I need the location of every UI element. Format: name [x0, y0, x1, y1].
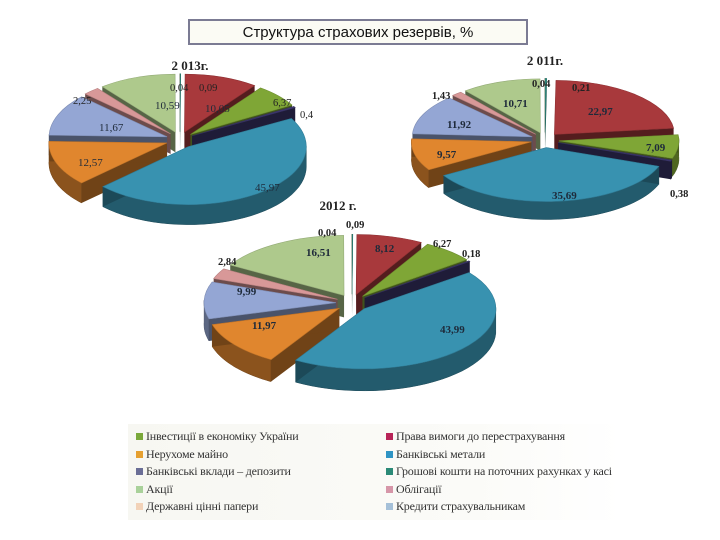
data-label: 0,21 [572, 83, 590, 94]
data-label: 10,71 [503, 98, 528, 110]
data-label: 0,04 [318, 228, 337, 239]
legend-swatch-icon [136, 485, 143, 493]
data-label: 43,99 [440, 324, 465, 336]
legend-item: Грошові кошти на поточних рахунках у кас… [386, 463, 612, 481]
pie-title: 2012 г. [320, 198, 357, 213]
data-label: 2,84 [218, 257, 237, 268]
legend-swatch-icon [136, 503, 143, 511]
pie-charts-area: 2 013г. 0,09 10,05 6,37 0,4 45,97 12,57 11,67 2,… [48, 53, 688, 392]
legend-label: Акції [146, 481, 173, 496]
legend-label: Нерухоме майно [146, 446, 228, 461]
legend-swatch-icon [386, 503, 393, 511]
legend-swatch-icon [386, 485, 393, 493]
data-label: 11,97 [252, 320, 277, 332]
pie-slice-cash [179, 73, 182, 152]
legend-swatch-icon [386, 433, 393, 441]
legend-item: Банківські вклади – депозити [136, 463, 299, 481]
data-label: 22,97 [588, 106, 613, 118]
data-label: 11,92 [447, 119, 472, 131]
data-label: 0,09 [199, 83, 217, 94]
data-label: 7,09 [646, 142, 666, 154]
data-label: 10,59 [155, 100, 180, 112]
legend-column-right: Права вимоги до перестрахування Банківськ… [386, 428, 612, 516]
data-label: 45,97 [255, 182, 280, 194]
legend-item: Акції [136, 481, 299, 499]
pie-slice-cash [351, 233, 354, 317]
pie-slice-metals [294, 272, 497, 392]
legend-item: Інвестиції в економіку України [136, 428, 299, 446]
legend-swatch-icon [386, 468, 393, 476]
chart-title: Структура страхових резервів, % [242, 23, 474, 41]
pie-title: 2 011г. [527, 53, 563, 68]
data-label: 8,12 [375, 243, 395, 255]
legend-label: Права вимоги до перестрахування [396, 429, 565, 444]
data-label: 12,57 [78, 157, 103, 169]
data-label: 9,57 [437, 149, 457, 161]
pie-slice-realty [211, 307, 341, 382]
legend-swatch-icon [386, 450, 393, 458]
data-label: 16,51 [306, 247, 331, 259]
legend-label: Грошові кошти на поточних рахунках у кас… [396, 464, 612, 479]
data-label: 6,37 [273, 98, 291, 109]
legend-item: Облігації [386, 481, 612, 499]
data-label: 35,69 [552, 190, 577, 202]
legend-item: Нерухоме майно [136, 446, 299, 464]
legend-swatch-icon [136, 450, 143, 458]
legend-swatch-icon [136, 433, 143, 441]
legend-label: Кредити страхувальникам [396, 499, 526, 514]
pie-chart-0: 2 013г. 0,09 10,05 6,37 0,4 45,97 12,57 11,67 2,… [48, 58, 314, 225]
pie-slice-cash [544, 78, 547, 151]
pie-slice-realty [48, 141, 168, 204]
legend-item: Банківські метали [386, 446, 612, 464]
legend-label: Банківські метали [396, 446, 486, 461]
legend-label: Банківські вклади – депозити [146, 464, 291, 479]
legend-item: Кредити страхувальникам [386, 498, 612, 516]
legend-label: Облігації [396, 481, 442, 496]
legend-column-left: Інвестиції в економіку України Нерухоме м… [136, 428, 299, 516]
legend: Інвестиції в економіку України Нерухоме м… [128, 424, 622, 520]
pie-slice-metals [102, 118, 307, 225]
legend-item: Права вимоги до перестрахування [386, 428, 612, 446]
data-label: 11,67 [99, 122, 124, 134]
data-label: 0,04 [532, 79, 551, 90]
legend-item: Державні цінні папери [136, 498, 299, 516]
legend-swatch-icon [136, 468, 143, 476]
data-label: 9,99 [237, 286, 257, 298]
data-label: 0,04 [170, 83, 189, 94]
pie-chart-2: 2012 г. 0,09 8,12 6,27 0,18 43,99 11,97 9,99 2,8… [203, 198, 497, 392]
data-label: 0,4 [300, 110, 314, 121]
pie-title: 2 013г. [172, 58, 209, 73]
pie-slice-metals [443, 147, 660, 220]
legend-label: Державні цінні папери [146, 499, 259, 514]
data-label: 1,43 [432, 91, 450, 102]
pie-chart-1: 2 011г. 0,21 22,97 7,09 0,38 35,69 9,57 11,92 1,… [411, 53, 688, 220]
data-label: 2,25 [73, 96, 91, 107]
data-label: 0,38 [670, 189, 688, 200]
pie-slice-loans [48, 96, 168, 157]
data-label: 6,27 [433, 239, 451, 250]
data-label: 0,18 [462, 249, 480, 260]
data-label: 0,09 [346, 220, 364, 231]
data-label: 10,05 [205, 103, 230, 115]
chart-title-box: Структура страхових резервів, % [188, 19, 528, 45]
legend-label: Інвестиції в економіку України [146, 429, 299, 444]
